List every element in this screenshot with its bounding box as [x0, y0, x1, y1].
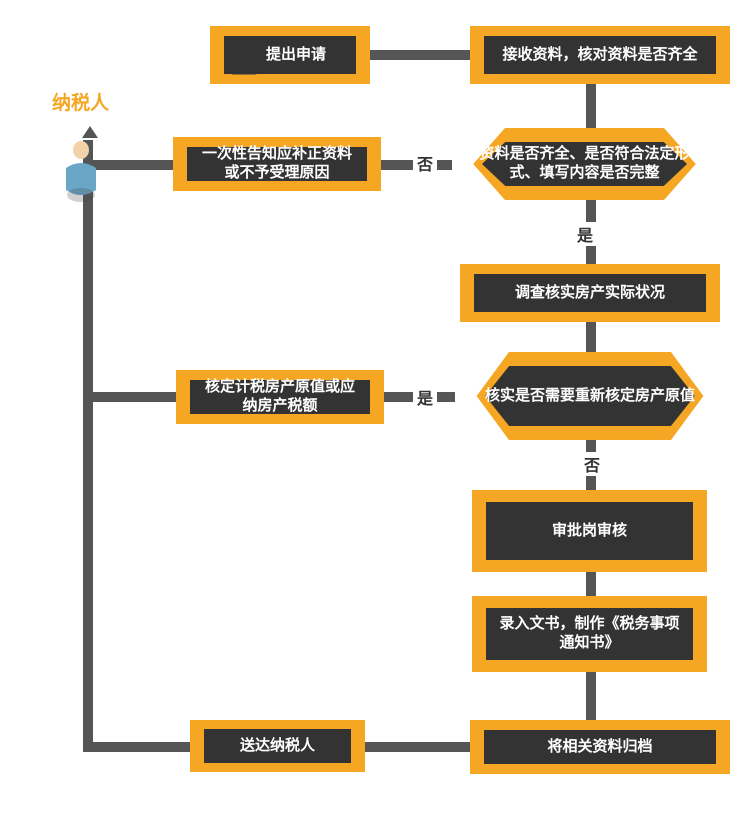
arrowhead-up [82, 126, 98, 138]
flow-node-label: 资料是否齐全、是否符合法定形式、填写内容是否完整 [452, 145, 717, 183]
flow-node-label: 一次性告知应补正资料或不予受理原因 [173, 145, 381, 183]
flow-node-n3: 资料是否齐全、是否符合法定形式、填写内容是否完整 [452, 128, 717, 200]
flow-node-label: 调查核实房产实际状况 [460, 284, 720, 303]
edge-label-e_yes: 是 [573, 222, 597, 246]
flow-node-n6: 核实是否需要重新核定房产原值 [455, 352, 725, 440]
flow-node-label: 将相关资料归档 [470, 738, 730, 757]
flow-node-label: 接收资料，核对资料是否齐全 [470, 46, 730, 65]
connector [83, 742, 190, 752]
edge-label-e_no: 否 [413, 151, 437, 175]
flow-node-label: 审批岗审核 [472, 522, 707, 541]
flow-node-n4: 一次性告知应补正资料或不予受理原因 [173, 137, 381, 191]
flow-node-label: 录入文书，制作《税务事项通知书》 [472, 615, 707, 653]
connector [586, 672, 596, 720]
flow-node-label: 送达纳税人 [190, 737, 365, 756]
edge-label-e_no2: 否 [580, 452, 604, 476]
connector [586, 572, 596, 596]
flow-node-n7: 核定计税房产原值或应纳房产税额 [176, 370, 384, 424]
connector [83, 140, 93, 752]
flow-node-n11: 将相关资料归档 [470, 720, 730, 774]
document-icon [225, 35, 267, 82]
taxpayer-icon [62, 140, 100, 209]
edge-label-e_yes2: 是 [413, 385, 437, 409]
connector [586, 322, 596, 352]
flow-node-n8: 审批岗审核 [472, 490, 707, 572]
connector [586, 84, 596, 128]
connector [365, 742, 470, 752]
header-taxpayer-label: 纳税人 [52, 88, 109, 115]
flow-node-n9: 录入文书，制作《税务事项通知书》 [472, 596, 707, 672]
connector [83, 392, 176, 402]
flow-node-label: 核实是否需要重新核定房产原值 [455, 387, 725, 406]
flow-node-n2: 接收资料，核对资料是否齐全 [470, 26, 730, 84]
flow-node-n5: 调查核实房产实际状况 [460, 264, 720, 322]
flowchart-canvas: 纳税人 提出申请接收资料，核对资料是否齐全资料是否齐全、是否符合法定形式、填写内… [0, 0, 754, 819]
flow-node-label: 核定计税房产原值或应纳房产税额 [176, 378, 384, 416]
flow-node-n10: 送达纳税人 [190, 720, 365, 772]
connector [370, 50, 470, 60]
